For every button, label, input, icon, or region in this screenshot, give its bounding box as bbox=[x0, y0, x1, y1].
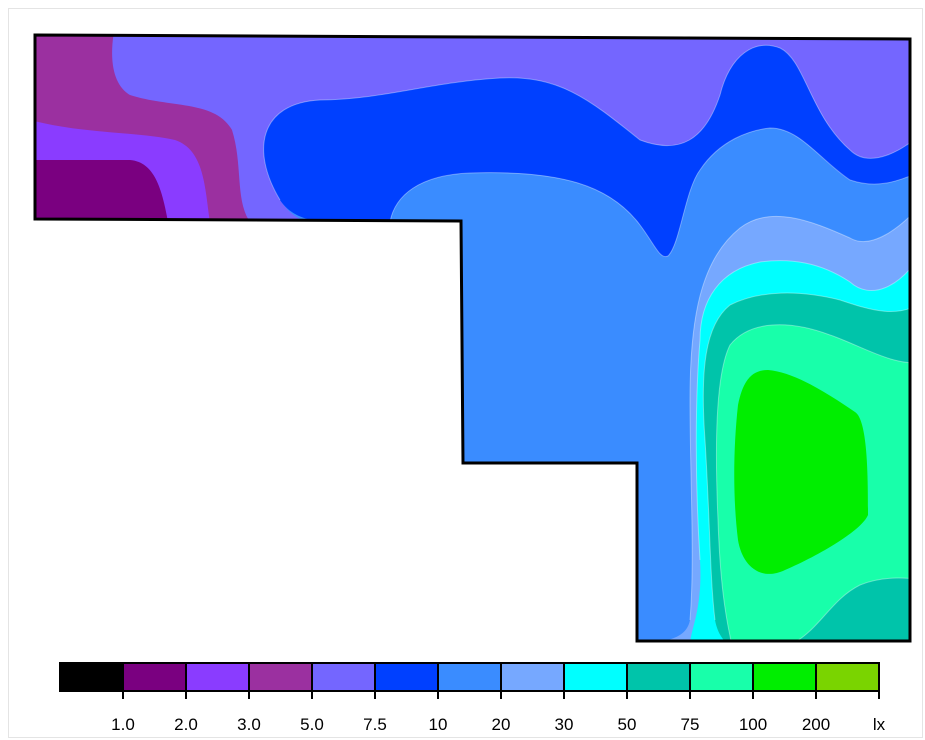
legend-swatch-3 bbox=[248, 662, 313, 692]
legend-swatch-12 bbox=[815, 662, 880, 692]
legend-label-8: 30 bbox=[555, 715, 574, 734]
legend-swatch-0 bbox=[59, 662, 124, 692]
legend-swatch-7 bbox=[500, 662, 565, 692]
legend-swatch-4 bbox=[311, 662, 376, 692]
legend-swatch-10 bbox=[689, 662, 754, 692]
room-outline bbox=[33, 33, 912, 643]
legend-label-12: 200 bbox=[802, 715, 830, 734]
legend-swatch-6 bbox=[437, 662, 502, 692]
legend-label-11: 100 bbox=[739, 715, 767, 734]
legend-label-5: 7.5 bbox=[363, 715, 387, 734]
chart-frame bbox=[8, 8, 923, 738]
legend-label-2: 2.0 bbox=[174, 715, 198, 734]
legend-swatch-9 bbox=[626, 662, 691, 692]
contour-lines bbox=[263, 44, 910, 641]
legend-swatch-2 bbox=[185, 662, 250, 692]
legend-label-1: 1.0 bbox=[111, 715, 135, 734]
legend-swatch-8 bbox=[563, 662, 628, 692]
legend-label-7: 20 bbox=[492, 715, 511, 734]
contour-7-5 bbox=[263, 45, 910, 257]
contour-100 bbox=[734, 370, 868, 574]
legend-swatch-1 bbox=[122, 662, 187, 692]
legend-swatch-11 bbox=[752, 662, 817, 692]
legend-unit-label: lx bbox=[873, 715, 886, 734]
legend-label-4: 5.0 bbox=[300, 715, 324, 734]
legend-label-9: 50 bbox=[618, 715, 637, 734]
legend-label-3: 3.0 bbox=[237, 715, 261, 734]
contour-1-0 bbox=[35, 160, 168, 222]
color-legend: 1.0 2.0 3.0 5.0 7.5 10 20 30 50 75 100 200 lx bbox=[59, 662, 886, 734]
legend-label-6: 10 bbox=[429, 715, 448, 734]
legend-swatch-5 bbox=[374, 662, 439, 692]
legend-label-10: 75 bbox=[681, 715, 700, 734]
